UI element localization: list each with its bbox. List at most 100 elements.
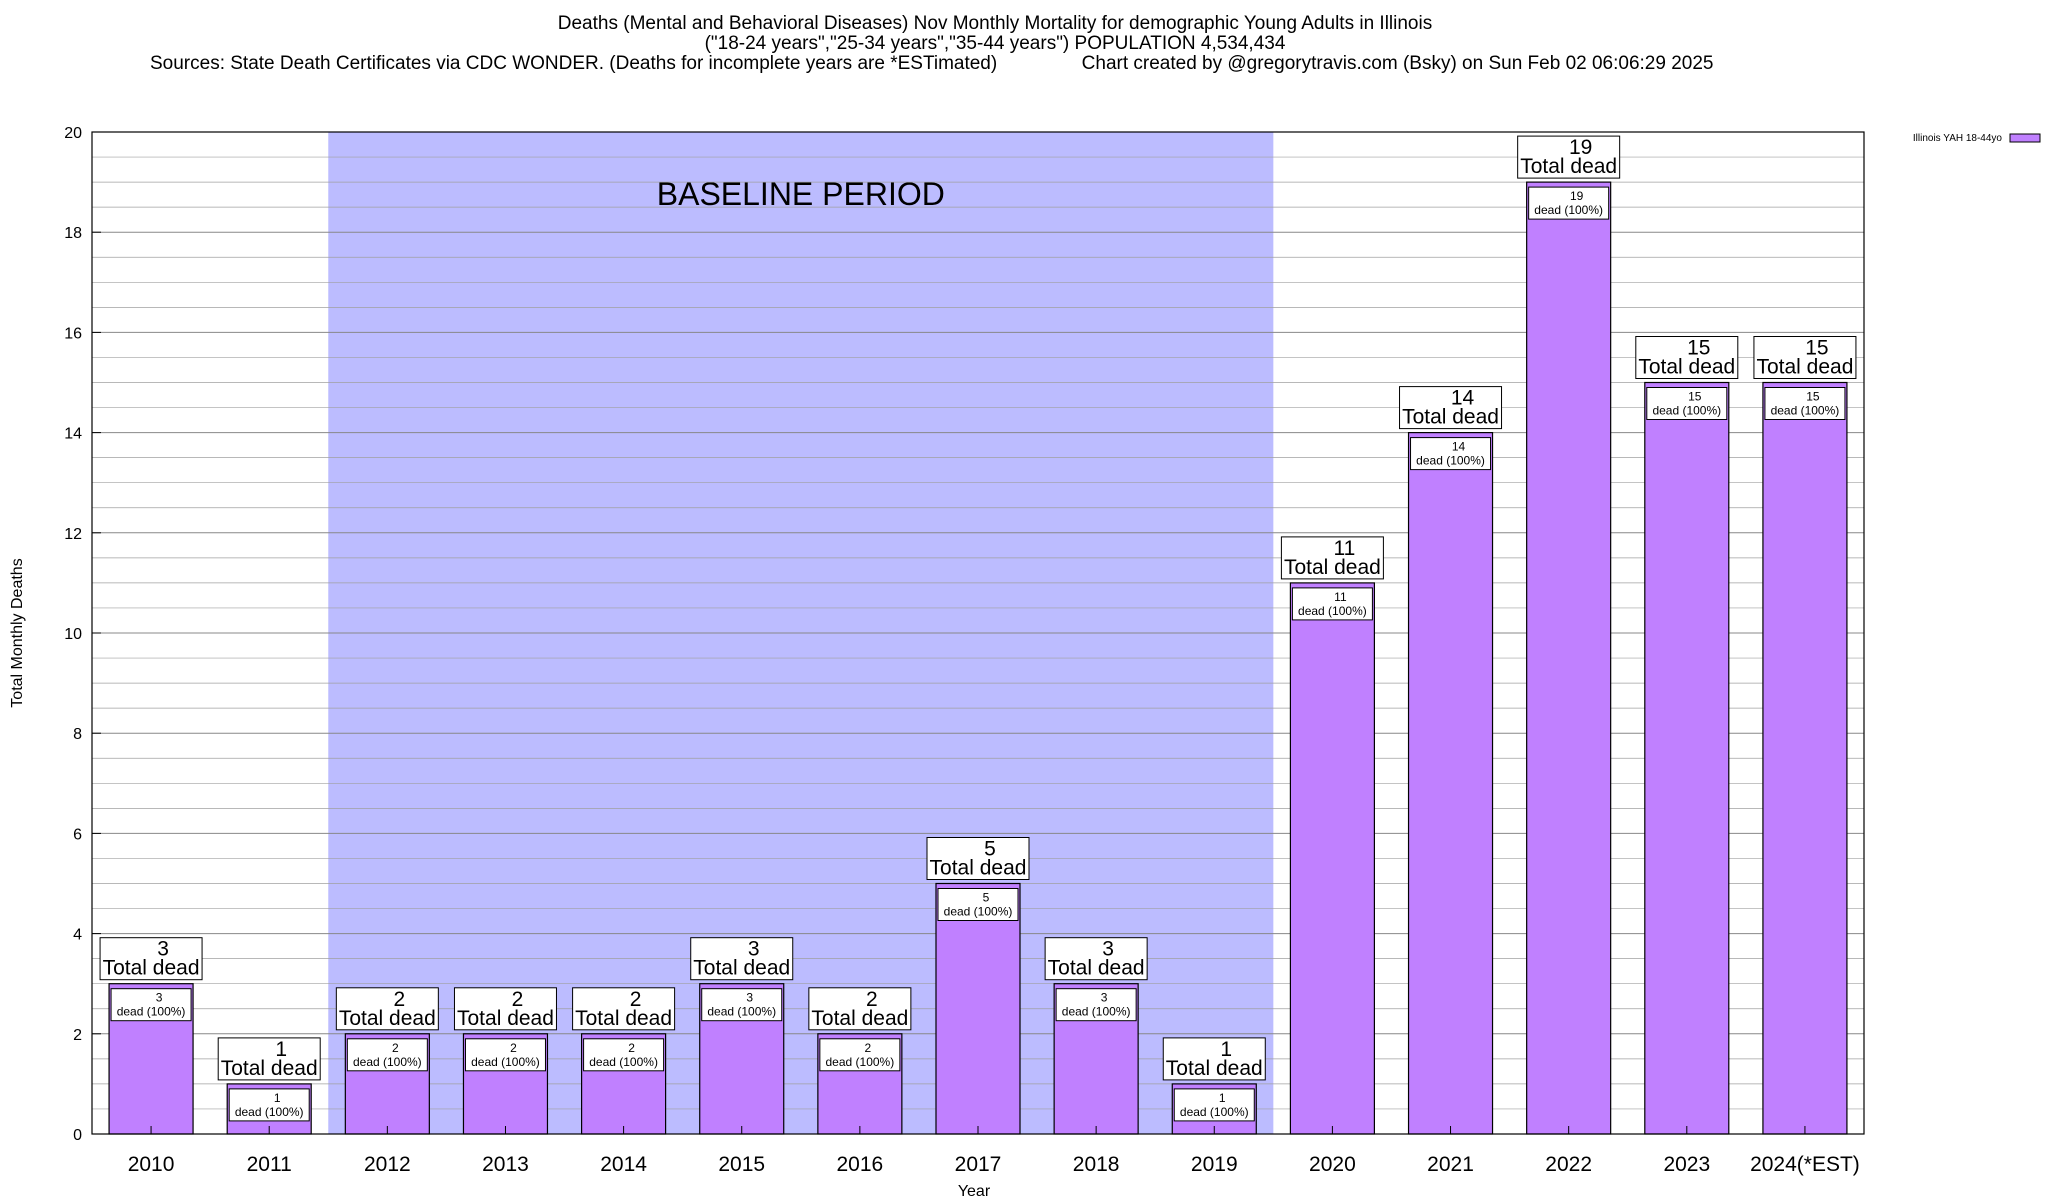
bar-2021 xyxy=(1407,432,1494,1135)
inner-label-box-2013 xyxy=(464,1038,546,1072)
baseline-period-label: BASELINE PERIOD xyxy=(657,176,945,212)
x-tick-label: 2015 xyxy=(718,1153,765,1176)
inner-label-box-2018 xyxy=(1055,988,1137,1022)
inner-label-box-2011 xyxy=(228,1088,310,1122)
bar-2023 xyxy=(1644,381,1730,1135)
outer-label-text-2012: Total dead xyxy=(339,1007,436,1030)
inner-label-box-2022 xyxy=(1528,186,1610,220)
outer-label-box-2024(*EST) xyxy=(1753,336,1857,379)
inner-label-box-2021 xyxy=(1410,437,1492,471)
x-tick-label: 2016 xyxy=(837,1153,884,1176)
outer-label-box-2021 xyxy=(1399,386,1503,430)
outer-label-value-2020: 11 xyxy=(1333,537,1355,560)
x-tick-label: 2021 xyxy=(1427,1153,1474,1176)
inner-label-text-2023: dead (100%) xyxy=(1652,404,1721,418)
outer-label-text-2024(*EST): Total dead xyxy=(1756,356,1853,379)
outer-label-value-2015: 3 xyxy=(748,938,760,961)
inner-label-value-2017: 5 xyxy=(983,891,990,905)
outer-label-value-2022: 19 xyxy=(1569,136,1592,159)
x-tick-label: 2022 xyxy=(1545,1153,1592,1176)
outer-label-text-2019: Total dead xyxy=(1166,1057,1263,1080)
outer-label-text-2016: Total dead xyxy=(811,1007,908,1030)
y-tick-label: 12 xyxy=(64,526,82,543)
inner-label-text-2012: dead (100%) xyxy=(353,1055,422,1069)
inner-label-value-2023: 15 xyxy=(1688,390,1702,404)
outer-label-box-2017 xyxy=(926,837,1030,880)
outer-label-text-2018: Total dead xyxy=(1048,957,1145,980)
inner-label-text-2020: dead (100%) xyxy=(1298,604,1367,618)
y-tick-label: 20 xyxy=(64,125,82,142)
y-tick-label: 14 xyxy=(64,426,82,443)
outer-label-box-2016 xyxy=(808,987,912,1031)
outer-label-text-2020: Total dead xyxy=(1284,556,1381,579)
x-tick-label: 2012 xyxy=(364,1153,411,1176)
x-axis-label: Year xyxy=(958,1183,991,1200)
bar-2022 xyxy=(1526,181,1612,1135)
y-tick-label: 8 xyxy=(73,726,82,743)
inner-label-value-2020: 11 xyxy=(1334,590,1347,604)
inner-label-value-2011: 1 xyxy=(274,1091,281,1105)
outer-label-value-2013: 2 xyxy=(512,988,524,1011)
x-tick-label: 2010 xyxy=(128,1153,175,1176)
x-tick-label: 2024(*EST) xyxy=(1750,1153,1860,1176)
outer-label-text-2015: Total dead xyxy=(693,957,790,980)
outer-label-box-2023 xyxy=(1635,336,1739,379)
outer-label-value-2010: 3 xyxy=(157,938,169,961)
inner-label-text-2019: dead (100%) xyxy=(1180,1105,1249,1119)
outer-label-text-2023: Total dead xyxy=(1638,356,1735,379)
inner-label-box-2017 xyxy=(937,888,1019,921)
inner-label-value-2010: 3 xyxy=(156,991,163,1005)
legend: Illinois YAH 18-44yo xyxy=(1913,133,2041,144)
outer-label-box-2010 xyxy=(99,937,203,981)
outer-label-box-2020 xyxy=(1280,536,1384,580)
x-tick-label: 2020 xyxy=(1309,1153,1356,1176)
x-tick-label: 2019 xyxy=(1191,1153,1238,1176)
inner-label-value-2022: 19 xyxy=(1570,189,1584,203)
y-tick-label: 0 xyxy=(73,1127,82,1144)
legend-label: Illinois YAH 18-44yo xyxy=(1913,133,2003,144)
outer-label-text-2013: Total dead xyxy=(457,1007,554,1030)
outer-label-text-2021: Total dead xyxy=(1402,406,1499,429)
outer-label-box-2012 xyxy=(335,987,439,1031)
inner-label-text-2013: dead (100%) xyxy=(471,1055,540,1069)
y-tick-label: 2 xyxy=(73,1027,82,1044)
inner-label-box-2016 xyxy=(819,1038,901,1072)
outer-label-text-2017: Total dead xyxy=(930,857,1027,880)
inner-label-value-2015: 3 xyxy=(746,991,753,1005)
outer-label-box-2015 xyxy=(690,937,794,981)
outer-label-value-2012: 2 xyxy=(393,988,405,1011)
inner-label-value-2021: 14 xyxy=(1452,440,1466,454)
legend-swatch xyxy=(2009,133,2041,143)
inner-label-text-2016: dead (100%) xyxy=(826,1055,895,1069)
outer-label-value-2014: 2 xyxy=(630,988,642,1011)
chart-source-line: Sources: State Death Certificates via CD… xyxy=(150,53,1714,74)
outer-label-box-2011 xyxy=(217,1037,321,1081)
y-tick-label: 16 xyxy=(64,325,82,342)
outer-label-value-2023: 15 xyxy=(1687,337,1710,360)
inner-label-text-2021: dead (100%) xyxy=(1416,454,1485,468)
outer-label-text-2011: Total dead xyxy=(221,1057,318,1080)
bar-2017 xyxy=(935,882,1021,1135)
inner-label-value-2018: 3 xyxy=(1101,991,1108,1005)
inner-label-box-2010 xyxy=(110,988,192,1022)
inner-label-text-2018: dead (100%) xyxy=(1062,1005,1131,1019)
x-tick-label: 2014 xyxy=(600,1153,647,1176)
inner-label-value-2014: 2 xyxy=(628,1041,635,1055)
y-tick-label: 10 xyxy=(64,626,82,643)
outer-label-text-2010: Total dead xyxy=(103,957,200,980)
y-tick-label: 18 xyxy=(64,225,82,242)
inner-label-box-2019 xyxy=(1173,1088,1255,1122)
y-axis-label: Total Monthly Deaths xyxy=(9,558,26,707)
chart-subtitle: ("18-24 years","25-34 years","35-44 year… xyxy=(704,33,1286,54)
inner-label-box-2014 xyxy=(583,1038,665,1072)
outer-label-value-2017: 5 xyxy=(984,838,996,861)
inner-label-box-2012 xyxy=(346,1038,428,1072)
inner-label-box-2023 xyxy=(1646,387,1728,420)
inner-label-text-2022: dead (100%) xyxy=(1534,203,1603,217)
inner-label-text-2024(*EST): dead (100%) xyxy=(1771,404,1840,418)
outer-label-text-2022: Total dead xyxy=(1520,155,1617,178)
inner-label-box-2024(*EST) xyxy=(1764,387,1846,420)
